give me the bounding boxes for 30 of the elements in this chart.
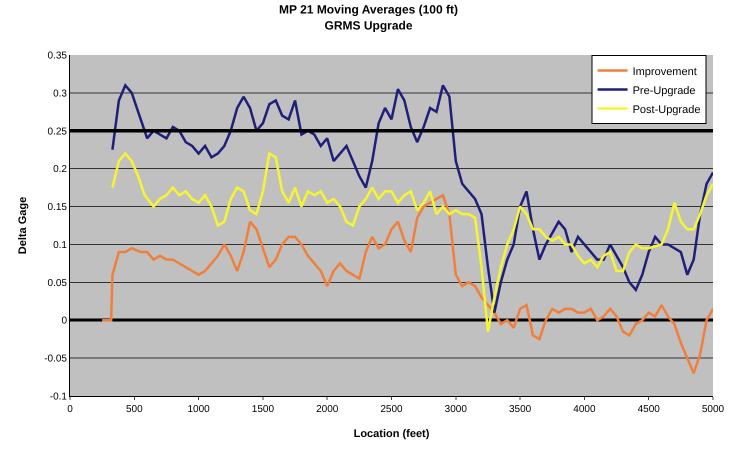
x-tick-label: 5000 bbox=[702, 404, 725, 415]
line-series bbox=[100, 194, 713, 375]
y-tick-label: 0.25 bbox=[48, 126, 68, 138]
line-series bbox=[111, 152, 713, 333]
x-tick-label: 3000 bbox=[444, 404, 468, 415]
y-tick-label: 0.2 bbox=[53, 164, 68, 176]
legend-label: Post-Upgrade bbox=[632, 104, 700, 116]
x-tick-label: 3500 bbox=[508, 404, 532, 415]
y-tick-label: -0.1 bbox=[50, 392, 68, 402]
y-tick-label: 0.3 bbox=[53, 88, 68, 100]
y-tick-label: 0 bbox=[61, 316, 68, 327]
x-axis-title: Location (feet) bbox=[354, 428, 430, 440]
x-tick-label: 500 bbox=[126, 404, 144, 415]
y-axis-title: Delta Gage bbox=[16, 196, 29, 254]
x-tick-label: 1000 bbox=[187, 404, 210, 415]
y-tick-label: 0.1 bbox=[53, 240, 68, 251]
x-tick-label: 4000 bbox=[573, 404, 596, 415]
chart-title: MP 21 Moving Averages (100 ft) bbox=[279, 2, 458, 17]
x-tick-label: 4500 bbox=[638, 404, 660, 415]
x-tick-label: 1500 bbox=[252, 404, 274, 415]
x-tick-label: 2000 bbox=[316, 404, 339, 415]
x-tick-label: 2500 bbox=[380, 404, 404, 415]
y-tick-label: 0.05 bbox=[48, 278, 68, 289]
line-series bbox=[111, 84, 713, 314]
legend-label: Pre-Upgrade bbox=[632, 84, 696, 97]
y-tick-label: 0.35 bbox=[48, 50, 68, 62]
y-tick-label: -0.05 bbox=[44, 354, 68, 365]
chart-subtitle: GRMS Upgrade bbox=[324, 18, 413, 32]
y-tick-label: 0.15 bbox=[48, 202, 68, 214]
legend-label: Improvement bbox=[632, 66, 697, 78]
